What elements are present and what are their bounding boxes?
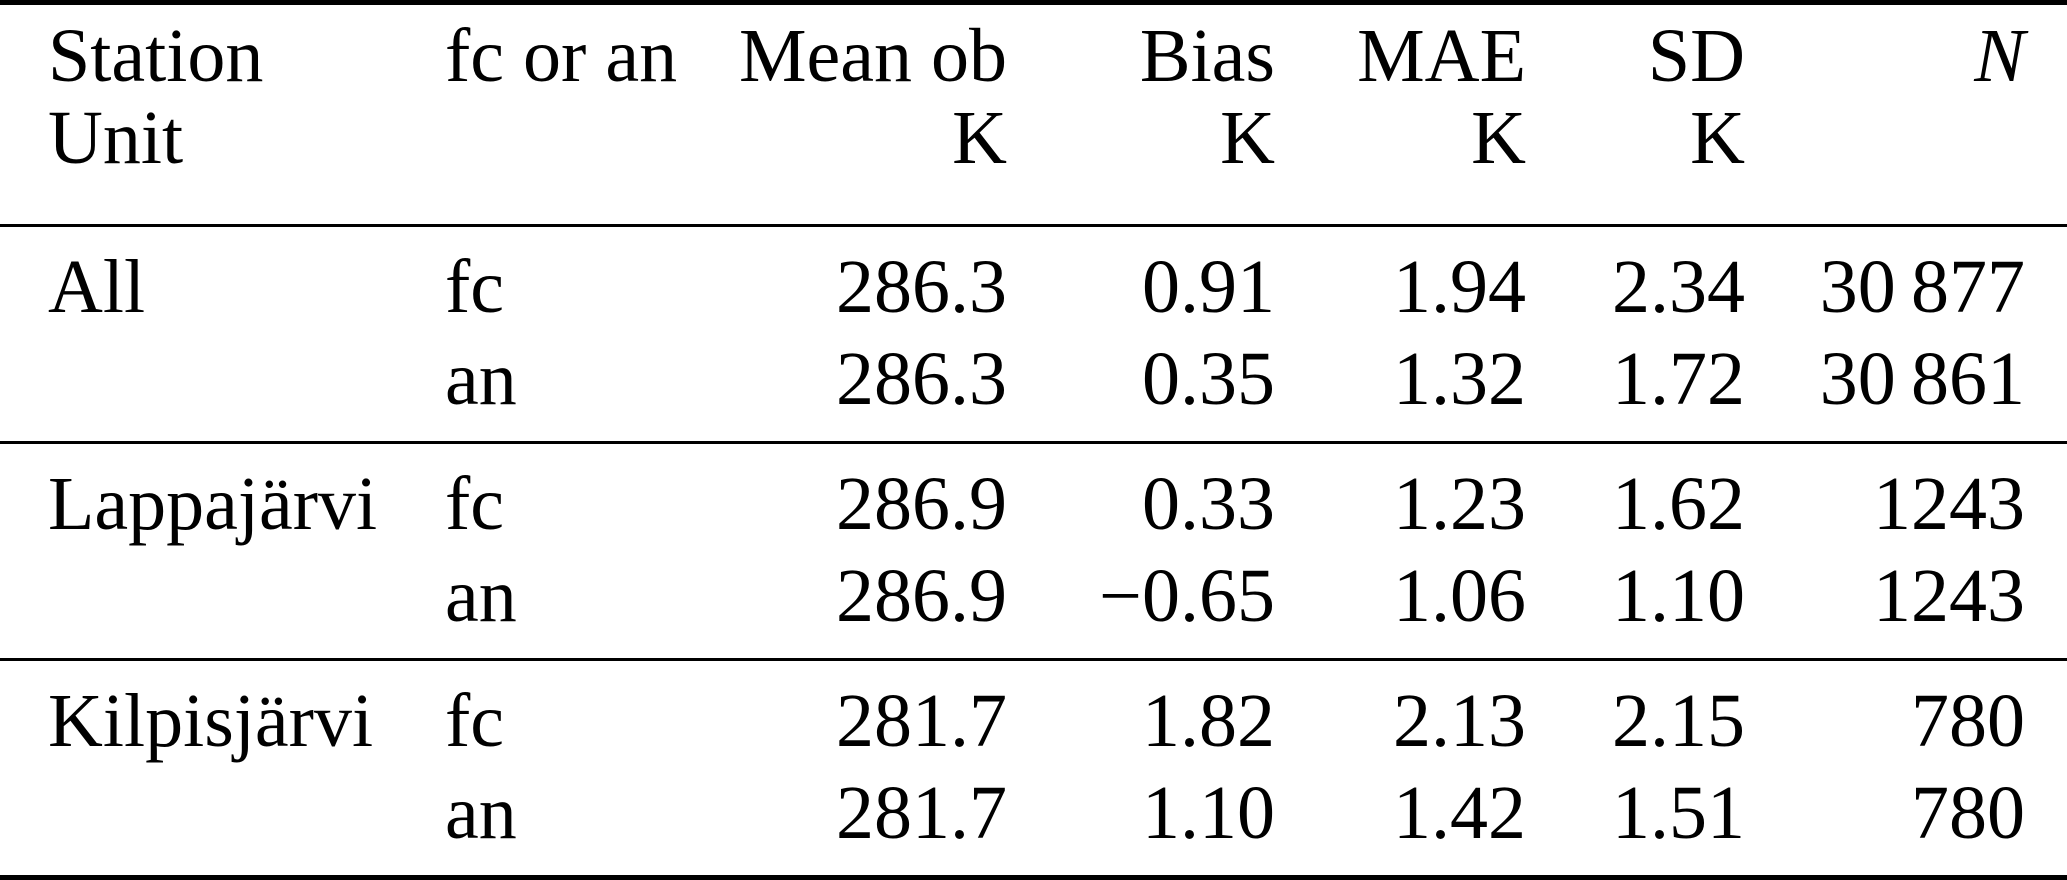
cell-type: an: [445, 554, 517, 638]
unit-bias: K: [1220, 96, 1275, 180]
col-header-sd: SD: [1647, 14, 1745, 98]
cell-type: an: [445, 337, 517, 421]
group-kilpisjarvi: Kilpisjärvi fc 281.7 1.82 2.13 2.15 780 …: [0, 661, 2067, 875]
cell-bias: 0.35: [1142, 337, 1275, 421]
cell-station-empty: [48, 767, 445, 859]
table-row: Kilpisjärvi fc 281.7 1.82 2.13 2.15 780: [48, 675, 2025, 767]
unit-fc-or-an: [445, 97, 627, 179]
table-row: All fc 286.3 0.91 1.94 2.34 30 877: [48, 241, 2025, 333]
cell-mae: 2.13: [1393, 679, 1526, 763]
col-header-mae: MAE: [1357, 14, 1526, 98]
cell-sd: 1.62: [1612, 462, 1745, 546]
cell-sd: 1.51: [1612, 771, 1745, 855]
cell-station: All: [48, 245, 146, 329]
table-header: Station fc or an Mean ob Bias MAE SD N U…: [0, 5, 2067, 224]
cell-mean-ob: 281.7: [836, 679, 1007, 763]
cell-station: Kilpisjärvi: [48, 679, 374, 763]
cell-type: fc: [445, 462, 505, 546]
cell-type: fc: [445, 679, 505, 763]
unit-n: [1745, 97, 2025, 179]
group-separator-rule: [0, 441, 2067, 444]
unit-mean-ob: K: [952, 96, 1007, 180]
header-row-names: Station fc or an Mean ob Bias MAE SD N: [48, 15, 2025, 97]
group-separator-rule: [0, 658, 2067, 661]
cell-mae: 1.94: [1393, 245, 1526, 329]
col-header-mean-ob: Mean ob: [738, 14, 1007, 98]
cell-mae: 1.06: [1393, 554, 1526, 638]
col-header-bias: Bias: [1139, 14, 1275, 98]
cell-n: 30 877: [1819, 245, 2025, 329]
table-row: an 286.3 0.35 1.32 1.72 30 861: [48, 333, 2025, 425]
group-lappajarvi: Lappajärvi fc 286.9 0.33 1.23 1.62 1243 …: [0, 444, 2067, 658]
cell-bias: 1.10: [1142, 771, 1275, 855]
table-row: an 281.7 1.10 1.42 1.51 780: [48, 767, 2025, 859]
cell-mean-ob: 286.9: [836, 554, 1007, 638]
cell-mean-ob: 286.3: [836, 245, 1007, 329]
cell-n: 780: [1911, 679, 2025, 763]
cell-bias: −0.65: [1099, 554, 1275, 638]
cell-mae: 1.42: [1393, 771, 1526, 855]
table-row: an 286.9 −0.65 1.06 1.10 1243: [48, 550, 2025, 642]
cell-bias: 0.91: [1142, 245, 1275, 329]
cell-sd: 1.10: [1612, 554, 1745, 638]
header-row-units: Unit K K K K: [48, 97, 2025, 179]
col-header-n: N: [1974, 14, 2025, 98]
cell-n: 780: [1911, 771, 2025, 855]
cell-mean-ob: 281.7: [836, 771, 1007, 855]
table-row: Lappajärvi fc 286.9 0.33 1.23 1.62 1243: [48, 458, 2025, 550]
cell-mean-ob: 286.3: [836, 337, 1007, 421]
cell-station: Lappajärvi: [48, 462, 378, 546]
cell-mean-ob: 286.9: [836, 462, 1007, 546]
cell-station-empty: [48, 333, 445, 425]
cell-bias: 0.33: [1142, 462, 1275, 546]
cell-type: fc: [445, 245, 505, 329]
col-header-fc-or-an: fc or an: [445, 14, 678, 98]
cell-sd: 2.15: [1612, 679, 1745, 763]
cell-type: an: [445, 771, 517, 855]
header-separator-rule: [0, 224, 2067, 227]
cell-bias: 1.82: [1142, 679, 1275, 763]
cell-mae: 1.32: [1393, 337, 1526, 421]
group-all: All fc 286.3 0.91 1.94 2.34 30 877 an 28…: [0, 227, 2067, 441]
cell-n: 1243: [1873, 462, 2025, 546]
table-top-rule: [0, 0, 2067, 5]
unit-mae: K: [1471, 96, 1526, 180]
cell-n: 1243: [1873, 554, 2025, 638]
col-header-station: Station: [48, 14, 264, 98]
cell-sd: 2.34: [1612, 245, 1745, 329]
cell-n: 30 861: [1819, 337, 2025, 421]
table-bottom-rule: [0, 875, 2067, 880]
cell-mae: 1.23: [1393, 462, 1526, 546]
cell-sd: 1.72: [1612, 337, 1745, 421]
unit-label: Unit: [48, 96, 184, 180]
cell-station-empty: [48, 550, 445, 642]
unit-sd: K: [1690, 96, 1745, 180]
